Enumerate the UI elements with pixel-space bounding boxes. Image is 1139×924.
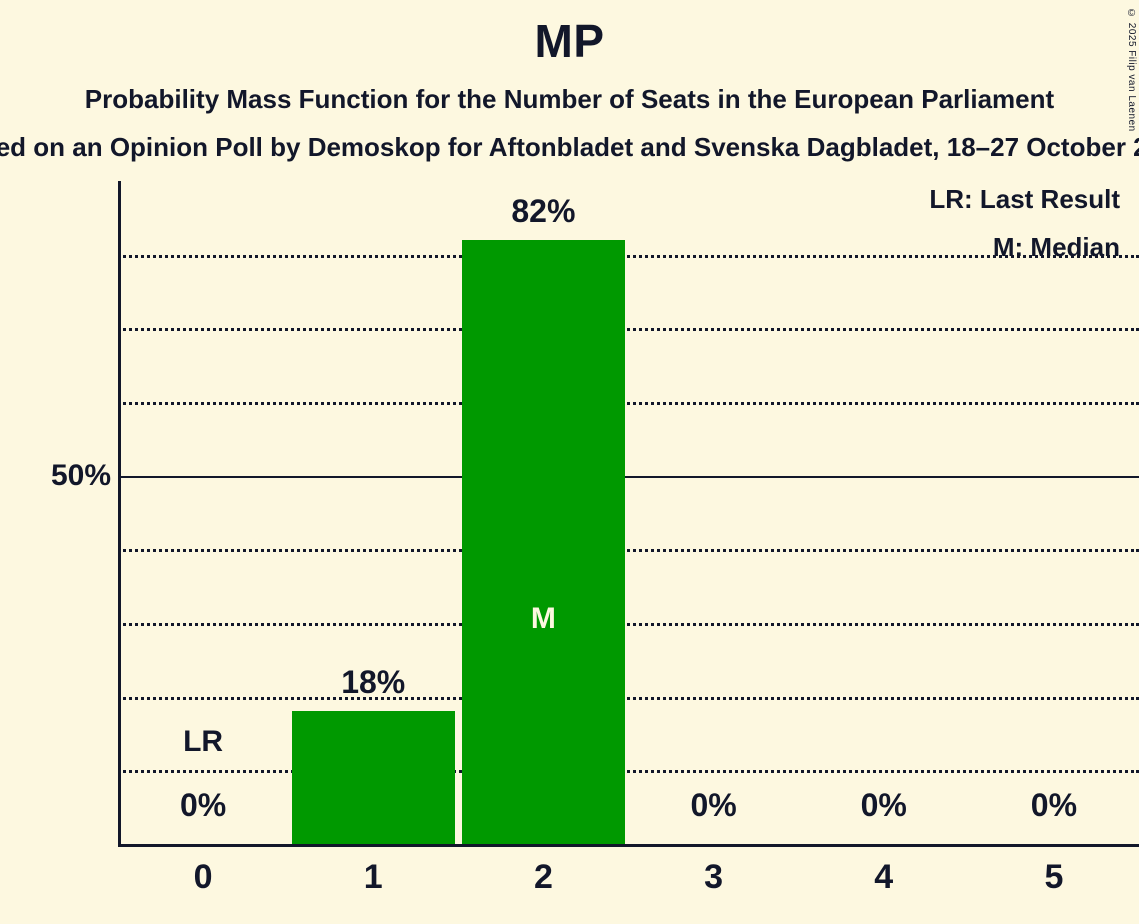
y-axis-line [118,181,121,847]
value-label-0: 0% [179,787,227,823]
value-label-2: 82% [511,192,576,229]
x-axis-tick-label-5: 5 [1044,858,1064,896]
gridline [118,254,1139,258]
value-label-5: 0% [1030,787,1078,823]
chart-subtitle: Probability Mass Function for the Number… [84,84,1055,114]
gridline [118,549,1139,553]
chart-source-subtitle: Based on an Opinion Poll by Demoskop for… [0,132,1139,162]
copyright-notice: © 2025 Filip van Laenen [1126,8,1137,132]
bar-2[interactable]: M [461,239,626,844]
x-axis-tick-label-1: 1 [363,858,383,896]
value-label-4: 0% [860,787,907,823]
y-axis-tick-label: 50% [50,458,111,492]
gridline [118,328,1139,332]
plot-area: M [118,181,1139,847]
last-result-marker: LR [183,725,224,758]
chart-title: MP [534,15,605,67]
value-label-3: 0% [690,787,737,823]
gridline [118,623,1139,626]
x-axis-tick-label-0: 0 [193,858,213,896]
x-axis-tick-label-2: 2 [533,858,553,896]
median-marker: M [530,601,556,635]
legend-last-result: LR: Last Result [929,184,1120,214]
bar-1[interactable] [291,711,455,844]
x-axis-tick-label-4: 4 [874,858,894,896]
gridline [118,770,1139,774]
gridline [118,475,1139,478]
value-label-1: 18% [341,664,406,701]
x-axis-line [118,844,1139,847]
gridline [118,402,1139,405]
gridline [118,696,1139,700]
x-axis-tick-label-3: 3 [704,858,724,896]
